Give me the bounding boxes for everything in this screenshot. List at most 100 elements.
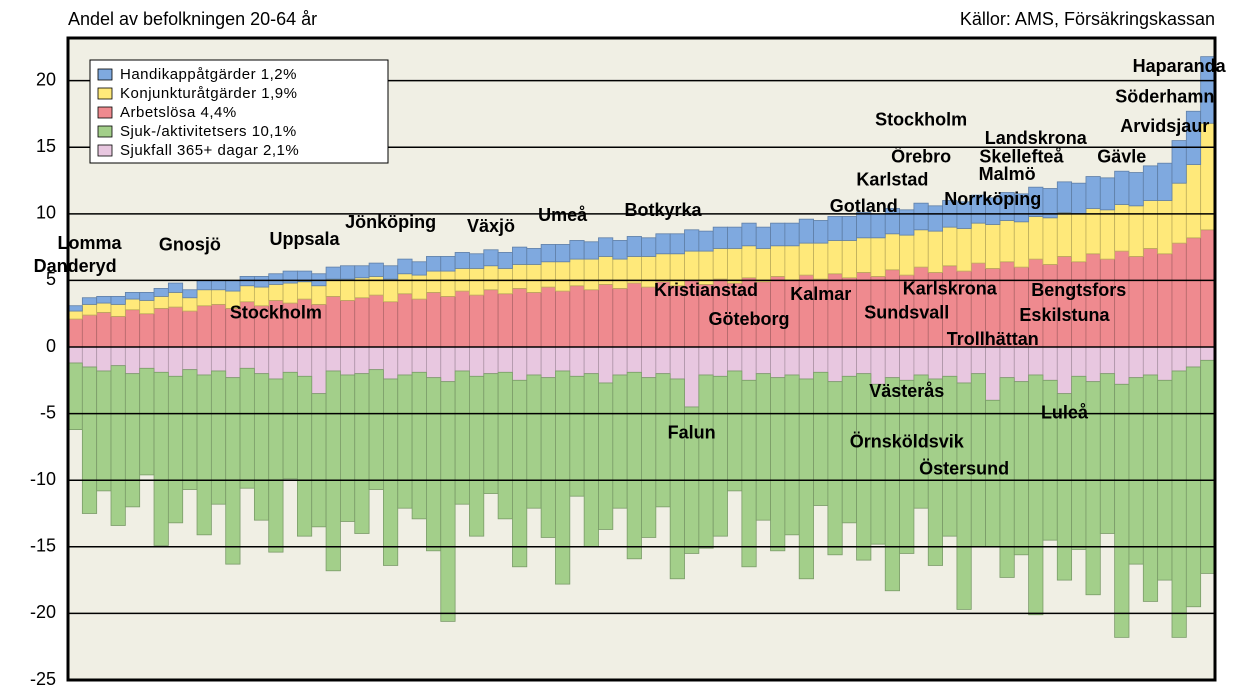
bar-segment bbox=[655, 253, 671, 283]
bar-segment bbox=[899, 379, 915, 554]
bar-segment bbox=[383, 301, 399, 348]
bar-segment bbox=[469, 346, 485, 377]
bar-segment bbox=[942, 375, 958, 537]
y-tick-label: -20 bbox=[30, 602, 56, 622]
bar-segment bbox=[196, 289, 212, 307]
bar-segment bbox=[899, 346, 915, 381]
bar-segment bbox=[253, 276, 270, 288]
bar-segment bbox=[755, 346, 771, 375]
annotation: Jönköping bbox=[345, 212, 436, 232]
bar-segment bbox=[483, 373, 499, 494]
bar-segment bbox=[469, 253, 485, 269]
bar-segment bbox=[684, 229, 700, 252]
bar-segment bbox=[583, 258, 599, 291]
bar-segment bbox=[727, 226, 743, 249]
legend-swatch bbox=[97, 125, 113, 138]
bar-segment bbox=[411, 261, 427, 276]
bar-segment bbox=[440, 381, 456, 622]
bar-segment bbox=[1142, 374, 1159, 602]
bar-segment bbox=[798, 218, 814, 244]
bar-segment bbox=[813, 346, 829, 373]
annotation: Östersund bbox=[919, 458, 1009, 478]
plot-border bbox=[66, 36, 1217, 682]
bar-segment bbox=[712, 346, 728, 377]
bar-segment bbox=[784, 374, 800, 536]
bar-segment bbox=[1128, 346, 1144, 379]
bar-segment bbox=[96, 370, 112, 492]
bar-segment bbox=[440, 295, 456, 348]
bar-segment bbox=[210, 346, 227, 372]
bar-segment bbox=[641, 237, 657, 257]
bar-segment bbox=[626, 346, 642, 373]
bar-segment bbox=[612, 288, 628, 348]
annotation: Eskilstuna bbox=[1019, 305, 1110, 325]
bar-segment bbox=[469, 294, 485, 348]
bar-segment bbox=[598, 237, 614, 257]
bar-segment bbox=[196, 305, 212, 348]
bar-segment bbox=[712, 375, 728, 537]
bar-segment bbox=[182, 346, 198, 371]
bar-segment bbox=[139, 346, 155, 369]
bar-segment bbox=[755, 226, 771, 249]
bar-segment bbox=[798, 378, 814, 580]
bar-segment bbox=[1042, 346, 1058, 381]
bar-segment bbox=[856, 237, 872, 273]
bar-segment bbox=[1056, 212, 1073, 257]
bar-segment bbox=[870, 213, 886, 239]
bar-segment bbox=[1185, 237, 1202, 348]
bar-segment bbox=[1171, 346, 1187, 372]
bar-segment bbox=[96, 311, 112, 348]
bar-segment bbox=[555, 290, 571, 348]
subtitle: Andel av befolkningen 20-64 år bbox=[68, 9, 317, 29]
annotation: Umeå bbox=[538, 205, 588, 225]
bar-segment bbox=[655, 346, 671, 375]
bar-segment bbox=[813, 220, 829, 244]
bar-segment bbox=[497, 346, 513, 373]
bar-segment bbox=[770, 222, 786, 247]
annotation: Malmö bbox=[979, 164, 1036, 184]
annotation: Örnsköldsvik bbox=[850, 432, 965, 452]
bar-segment bbox=[741, 245, 757, 279]
bar-segment bbox=[469, 375, 485, 537]
bar-segment bbox=[454, 290, 470, 348]
bar-segment bbox=[741, 222, 757, 247]
bar-segment bbox=[970, 346, 987, 375]
bar-segment bbox=[397, 374, 413, 509]
y-tick-label: -15 bbox=[30, 536, 56, 556]
bar-segment bbox=[870, 237, 886, 277]
bar-segment bbox=[884, 377, 900, 592]
bar-segment bbox=[282, 371, 298, 480]
bar-segment bbox=[311, 346, 327, 395]
bar-segment bbox=[110, 295, 126, 305]
bar-segment bbox=[325, 346, 341, 372]
source: Källor: AMS, Försäkringskassan bbox=[960, 9, 1215, 29]
bar-segment bbox=[1157, 253, 1173, 348]
legend-box bbox=[89, 59, 389, 164]
bar-segment bbox=[110, 303, 126, 317]
bar-segment bbox=[67, 362, 83, 430]
bar-segment bbox=[325, 278, 341, 297]
legend-swatch bbox=[97, 144, 113, 157]
bar-segment bbox=[296, 281, 313, 300]
bar-segment bbox=[1056, 346, 1073, 395]
y-tick-label: 15 bbox=[36, 136, 56, 156]
bar-segment bbox=[153, 346, 169, 373]
bar-segment bbox=[1171, 370, 1187, 638]
annotation: Stockholm bbox=[875, 109, 967, 129]
bar-segment bbox=[325, 370, 341, 572]
bar-segment bbox=[225, 346, 241, 379]
bar-segment bbox=[296, 375, 313, 537]
bar-segment bbox=[167, 346, 184, 377]
bar-segment bbox=[798, 242, 814, 276]
y-tick-label: -25 bbox=[30, 669, 56, 689]
bar-segment bbox=[540, 244, 556, 263]
annotation: Västerås bbox=[869, 381, 944, 401]
bar-segment bbox=[340, 374, 356, 522]
bar-segment bbox=[325, 295, 341, 348]
bar-segment bbox=[167, 306, 184, 348]
legend-swatch bbox=[97, 68, 113, 81]
bar-segment bbox=[110, 365, 126, 526]
bar-segment bbox=[512, 346, 528, 381]
annotation: Luleå bbox=[1041, 402, 1089, 422]
bar-segment bbox=[512, 264, 528, 289]
